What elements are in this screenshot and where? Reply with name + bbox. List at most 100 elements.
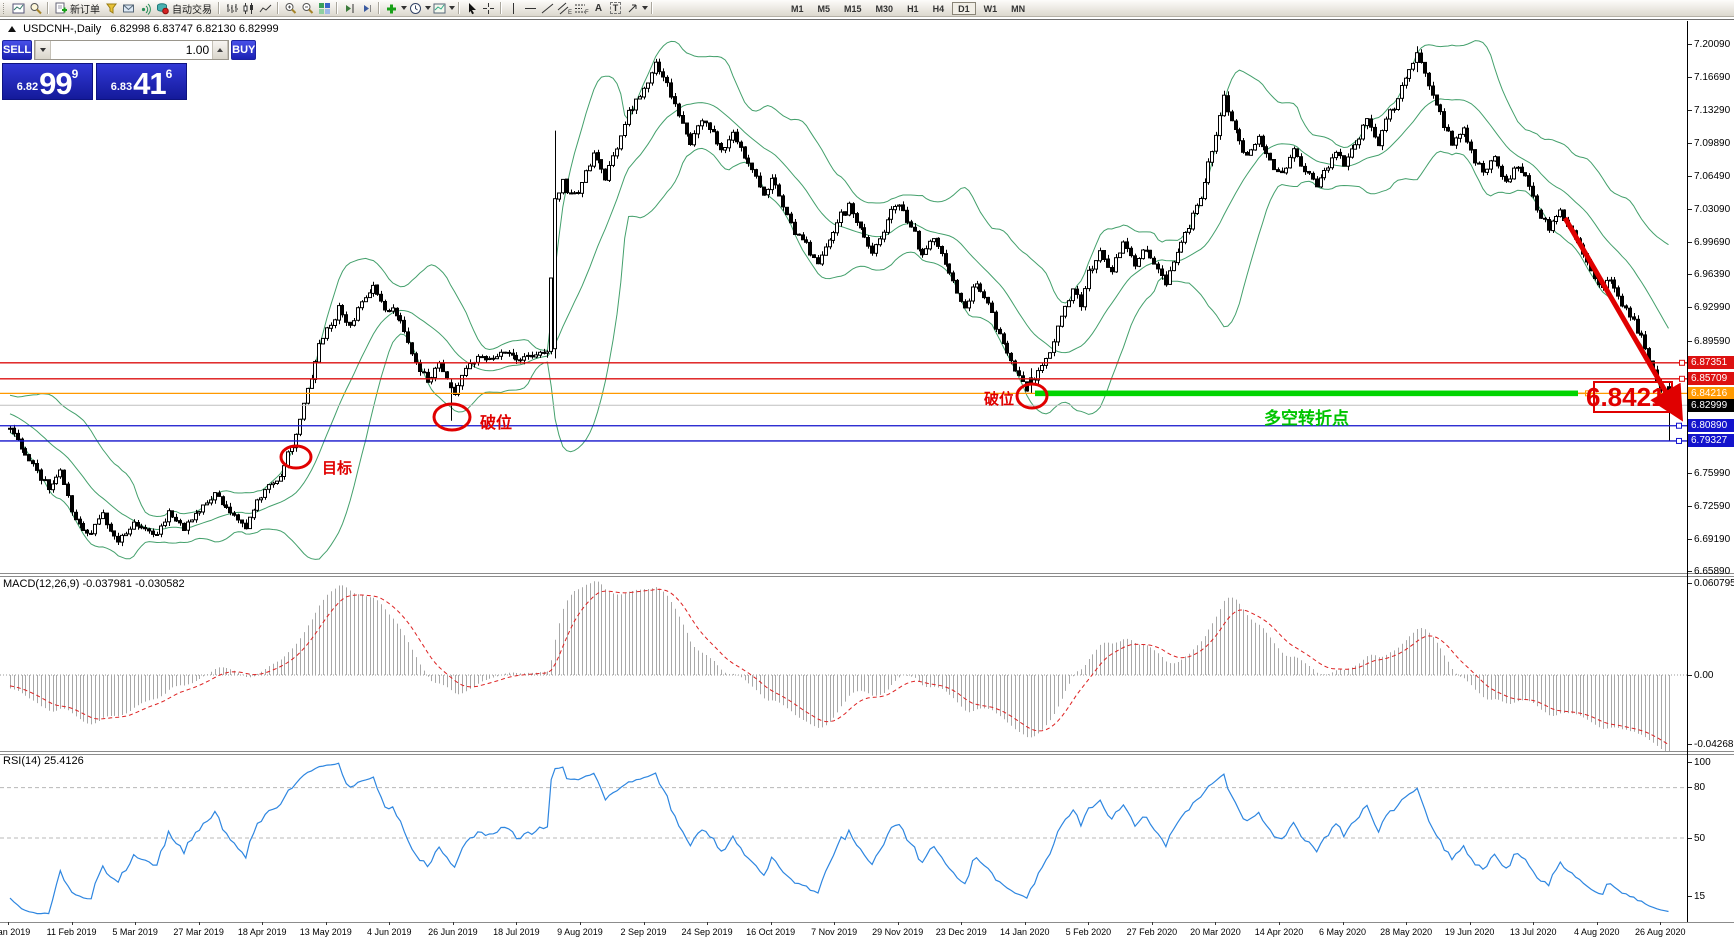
price-tick <box>1688 76 1692 78</box>
timeframe-button-W1[interactable]: W1 <box>983 3 998 14</box>
signal-broadcast-icon[interactable] <box>137 1 154 15</box>
volume-decrease-button[interactable] <box>35 41 52 59</box>
line-handle[interactable] <box>1676 422 1682 429</box>
candle-body <box>1350 148 1354 158</box>
candle-body <box>8 427 12 430</box>
horizontal-line-tool-icon[interactable] <box>522 1 539 15</box>
candle-body <box>1257 135 1261 145</box>
date-tick <box>198 922 200 925</box>
candle-body <box>1079 294 1083 308</box>
candle-body <box>395 307 399 317</box>
ask-price-box[interactable]: 6.83 41 6 <box>96 63 187 100</box>
date-label: 5 Mar 2019 <box>112 927 158 937</box>
profile-preview-icon[interactable] <box>27 1 44 15</box>
candle-body <box>352 320 356 326</box>
candle-body <box>221 496 225 506</box>
target-circle[interactable] <box>279 444 313 470</box>
line-chart-icon[interactable] <box>257 1 274 15</box>
candle-body <box>433 367 437 379</box>
breakout-circle-2[interactable] <box>1015 382 1049 410</box>
zoom-in-icon[interactable] <box>282 1 299 15</box>
date-label: 18 Apr 2019 <box>237 927 287 937</box>
candle-body <box>611 155 615 166</box>
text-tool-icon[interactable]: A <box>594 2 603 14</box>
candle-body <box>1060 315 1064 327</box>
panel-separator[interactable] <box>0 573 1734 574</box>
date-tick <box>1469 922 1471 925</box>
channel-tool-icon[interactable]: E <box>556 1 573 15</box>
candle-body <box>1346 156 1350 167</box>
zoom-out-icon[interactable] <box>299 1 316 15</box>
new-chart-icon[interactable] <box>10 1 27 15</box>
trend-arrow-line[interactable] <box>1562 216 1684 422</box>
template-icon[interactable] <box>431 1 448 15</box>
period-caret-icon[interactable] <box>425 6 431 10</box>
candle-body <box>982 291 986 299</box>
date-label: 26 Aug 2020 <box>1635 927 1686 937</box>
candle-body <box>688 133 692 145</box>
candle-body <box>785 206 789 216</box>
price-tick-label: 6.65890 <box>1694 566 1731 578</box>
candle-body <box>951 272 955 282</box>
styler-funnel-icon[interactable] <box>103 1 120 15</box>
timeframe-button-MN[interactable]: MN <box>1011 3 1026 14</box>
period-clock-icon[interactable] <box>407 1 424 15</box>
template-caret-icon[interactable] <box>449 6 455 10</box>
arrows-tool-icon[interactable] <box>624 1 641 15</box>
autotrading-label[interactable]: 自动交易 <box>172 4 212 16</box>
trendline-tool-icon[interactable] <box>539 1 556 15</box>
line-handle[interactable] <box>1679 359 1685 366</box>
macd-panel-canvas[interactable] <box>0 577 1687 752</box>
green-support-segment[interactable] <box>1035 390 1578 397</box>
panel-separator[interactable] <box>0 751 1734 752</box>
line-handle[interactable] <box>1676 437 1682 444</box>
candle-body <box>630 109 634 112</box>
timeframe-button-M1[interactable]: M1 <box>791 3 804 14</box>
volume-input[interactable] <box>51 41 213 59</box>
date-tick <box>1024 922 1026 925</box>
sell-button[interactable]: SELL <box>2 40 33 60</box>
candle-body <box>955 279 959 294</box>
candlestick-chart-icon[interactable] <box>240 1 257 15</box>
vertical-line-tool-icon[interactable] <box>505 1 522 15</box>
timeframe-button-M5[interactable]: M5 <box>817 3 831 14</box>
buy-button[interactable]: BUY <box>231 40 257 60</box>
candle-body <box>1361 124 1365 140</box>
volume-increase-button[interactable] <box>212 41 229 59</box>
cursor-icon[interactable] <box>463 1 480 15</box>
timeframe-button-D1[interactable]: D1 <box>952 1 976 15</box>
timeframe-button-M15[interactable]: M15 <box>844 3 862 14</box>
autotrading-icon[interactable] <box>154 1 171 15</box>
add-indicator-caret-icon[interactable] <box>401 6 407 10</box>
candle-body <box>116 535 120 543</box>
candle-body <box>1636 318 1640 334</box>
candle-body <box>936 237 940 247</box>
tile-windows-icon[interactable] <box>316 1 333 15</box>
bid-price-box[interactable]: 6.82 99 9 <box>2 63 93 100</box>
timeframe-button-H1[interactable]: H1 <box>907 3 919 14</box>
crosshair-icon[interactable] <box>480 1 497 15</box>
candle-body <box>1442 111 1446 128</box>
arrows-caret-icon[interactable] <box>642 6 648 10</box>
candle-body <box>596 152 600 161</box>
line-handle[interactable] <box>1679 375 1685 382</box>
candle-body <box>78 518 82 525</box>
new-order-icon[interactable] <box>52 1 69 15</box>
bar-chart-icon[interactable] <box>223 1 240 15</box>
timeframe-button-M30[interactable]: M30 <box>875 3 894 14</box>
timeframe-button-H4[interactable]: H4 <box>932 3 945 14</box>
new-order-label[interactable]: 新订单 <box>70 4 100 16</box>
auto-scroll-icon[interactable] <box>358 1 375 15</box>
candle-body <box>696 125 700 135</box>
text-label-tool-icon[interactable]: T <box>607 1 624 15</box>
rsi-panel-canvas[interactable] <box>0 755 1687 922</box>
chart-shift-icon[interactable] <box>341 1 358 15</box>
messenger-icon[interactable] <box>120 1 137 15</box>
breakout-circle-1[interactable] <box>432 402 472 432</box>
add-indicator-icon[interactable] <box>383 1 400 15</box>
bid-price-big: 99 <box>39 66 72 101</box>
fibonacci-tool-icon[interactable]: F <box>573 1 590 15</box>
candle-body <box>1465 127 1469 143</box>
candle-body <box>282 465 286 478</box>
